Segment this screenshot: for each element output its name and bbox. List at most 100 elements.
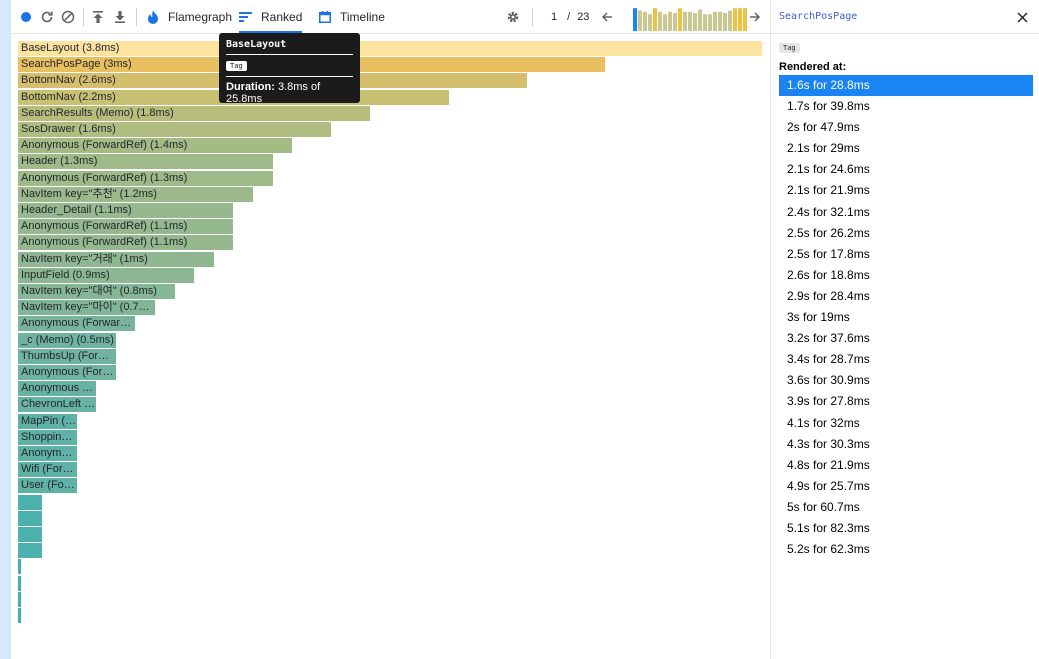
upload-icon[interactable] — [90, 9, 106, 25]
render-list-item[interactable]: 3s for 19ms — [787, 310, 850, 325]
ranked-bar[interactable]: Anonymous (ForwardRef) (0.5ms) — [18, 365, 116, 380]
ranked-bar[interactable] — [18, 527, 42, 542]
render-list-item[interactable]: 4.1s for 32ms — [787, 415, 860, 430]
ranked-bar[interactable]: User (ForwardRef) (0.3ms) — [18, 478, 77, 494]
tooltip-duration-value: 3.8ms of 25.8ms — [226, 81, 321, 105]
render-list-item[interactable]: 3.6s for 30.9ms — [787, 373, 870, 388]
render-list-item[interactable]: 3.9s for 27.8ms — [787, 394, 870, 409]
ranked-bar[interactable]: Anonymous (ForwardRef) (1.3ms) — [18, 170, 273, 186]
render-list-item[interactable]: 2.1s for 21.9ms — [787, 183, 870, 198]
render-list-item[interactable]: 3.4s for 28.7ms — [787, 352, 870, 367]
commit-bar[interactable] — [723, 13, 727, 31]
ranked-bar[interactable] — [18, 494, 42, 510]
ranked-bar[interactable] — [18, 608, 21, 623]
ranked-bar[interactable] — [18, 543, 42, 559]
commit-bar-selected[interactable] — [633, 8, 637, 31]
commit-bar[interactable] — [673, 13, 677, 31]
commit-bar[interactable] — [638, 10, 642, 31]
ranked-bar[interactable]: Anonymous (ForwardRef) (0.4ms) — [18, 381, 96, 397]
ranked-icon — [239, 11, 252, 23]
download-icon[interactable] — [112, 9, 128, 25]
ranked-bar[interactable]: Wifi (ForwardRef) (0.3ms) — [18, 462, 77, 478]
commit-bar[interactable] — [678, 8, 682, 31]
commit-bar[interactable] — [713, 11, 717, 31]
render-list-item[interactable]: 3.2s for 37.6ms — [787, 331, 870, 346]
ranked-bar[interactable]: ChevronLeft (ForwardRef) (0.4ms) — [18, 397, 96, 413]
ranked-bar[interactable]: MapPin (ForwardRef) (0.3ms) — [18, 413, 77, 429]
record-icon[interactable] — [18, 9, 34, 25]
commit-bar[interactable] — [733, 8, 737, 31]
commit-bar[interactable] — [743, 8, 747, 31]
commit-bar[interactable] — [728, 10, 732, 31]
render-list-item[interactable]: 5.1s for 82.3ms — [787, 520, 870, 535]
ranked-bar[interactable]: NavItem key="거래" (1ms) — [18, 251, 214, 267]
ranked-bar[interactable]: BaseLayout (3.8ms) — [18, 41, 762, 56]
render-list-item[interactable]: 5s for 60.7ms — [787, 499, 860, 514]
render-list-item[interactable]: 2.1s for 24.6ms — [787, 162, 870, 177]
ranked-bar[interactable]: ShoppingCart (ForwardRef) (0.3ms) — [18, 429, 77, 445]
ranked-bar[interactable]: Anonymous (ForwardRef) (1.1ms) — [18, 235, 233, 251]
component-details-sidebar: SearchPosPage Tag Rendered at: 1.6s for … — [770, 0, 1039, 659]
tab-timeline[interactable]: Timeline — [319, 0, 385, 34]
render-list-item[interactable]: 4.9s for 25.7ms — [787, 478, 870, 493]
tooltip-duration: Duration: 3.8ms of 25.8ms — [226, 81, 353, 105]
ranked-bar[interactable]: Header_Detail (1.1ms) — [18, 203, 233, 218]
clear-icon[interactable] — [60, 9, 76, 25]
ranked-bar[interactable] — [18, 510, 42, 526]
render-list-item[interactable]: 4.8s for 21.9ms — [787, 457, 870, 472]
commit-snapshot-selector[interactable] — [633, 5, 749, 31]
render-list-item[interactable]: 4.3s for 30.3ms — [787, 436, 870, 451]
render-list-item[interactable]: 2.9s for 28.4ms — [787, 288, 870, 303]
sidebar-tag-badge: Tag — [779, 43, 800, 53]
ranked-bar[interactable]: Anonymous (ForwardRef) (0.6ms) — [18, 316, 135, 332]
render-list-item[interactable]: 2.5s for 26.2ms — [787, 225, 870, 240]
ranked-bar[interactable]: Anonymous (ForwardRef) (1.1ms) — [18, 219, 233, 235]
ranked-bar[interactable]: NavItem key="대여" (0.8ms) — [18, 284, 175, 299]
commit-bar[interactable] — [658, 11, 662, 31]
commit-bar[interactable] — [643, 11, 647, 31]
render-list-item[interactable]: 2.1s for 29ms — [787, 141, 860, 156]
ranked-bar[interactable]: Header (1.3ms) — [18, 154, 273, 170]
commit-bar[interactable] — [648, 14, 652, 31]
ranked-bar[interactable] — [18, 591, 21, 607]
ranked-bar[interactable]: Anonymous (ForwardRef) (1.4ms) — [18, 138, 292, 154]
commit-bar[interactable] — [653, 8, 657, 31]
ranked-bar[interactable]: _c (Memo) (0.5ms) — [18, 332, 116, 348]
tab-flamegraph[interactable]: Flamegraph — [147, 0, 232, 34]
render-list-item[interactable]: 1.7s for 39.8ms — [787, 99, 870, 114]
ranked-bar[interactable]: ThumbsUp (ForwardRef) (0.5ms) — [18, 348, 116, 364]
commit-bar[interactable] — [693, 13, 697, 31]
commit-total: 23 — [577, 11, 590, 23]
ranked-bar[interactable]: SearchResults (Memo) (1.8ms) — [18, 105, 370, 121]
close-icon[interactable] — [1014, 9, 1030, 25]
render-list-item[interactable]: 2.6s for 18.8ms — [787, 267, 870, 282]
commit-bar[interactable] — [738, 8, 742, 31]
commit-bar[interactable] — [688, 11, 692, 31]
render-list-item[interactable]: 5.2s for 62.3ms — [787, 542, 870, 557]
commit-bar[interactable] — [698, 9, 702, 31]
ranked-bar[interactable]: NavItem key="추천" (1.2ms) — [18, 186, 253, 202]
sidebar-header: SearchPosPage — [771, 0, 1039, 34]
tab-timeline-label: Timeline — [340, 10, 385, 24]
ranked-bar[interactable]: Anonymous (ForwardRef) (0.3ms) — [18, 446, 77, 461]
commit-bar[interactable] — [663, 14, 667, 31]
commit-bar[interactable] — [708, 14, 712, 31]
next-commit-arrow-icon[interactable] — [747, 9, 763, 25]
render-list-item[interactable]: 2.5s for 17.8ms — [787, 246, 870, 261]
reload-icon[interactable] — [39, 9, 55, 25]
ranked-bar[interactable] — [18, 559, 21, 575]
ranked-bar[interactable]: InputField (0.9ms) — [18, 267, 194, 283]
commit-bar[interactable] — [668, 11, 672, 31]
commit-bar[interactable] — [683, 11, 687, 31]
ranked-bar[interactable] — [18, 575, 21, 591]
settings-gear-icon[interactable] — [505, 9, 521, 25]
render-list-item[interactable]: 2s for 47.9ms — [787, 120, 860, 135]
tab-ranked[interactable]: Ranked — [239, 0, 303, 34]
render-list-item[interactable]: 1.6s for 28.8ms — [779, 75, 1033, 97]
ranked-bar[interactable]: SosDrawer (1.6ms) — [18, 122, 331, 137]
previous-commit-arrow-icon[interactable] — [599, 9, 615, 25]
ranked-bar[interactable]: NavItem key="마이" (0.7ms) — [18, 300, 155, 316]
commit-bar[interactable] — [703, 14, 707, 31]
commit-bar[interactable] — [718, 11, 722, 31]
render-list-item[interactable]: 2.4s for 32.1ms — [787, 204, 870, 219]
